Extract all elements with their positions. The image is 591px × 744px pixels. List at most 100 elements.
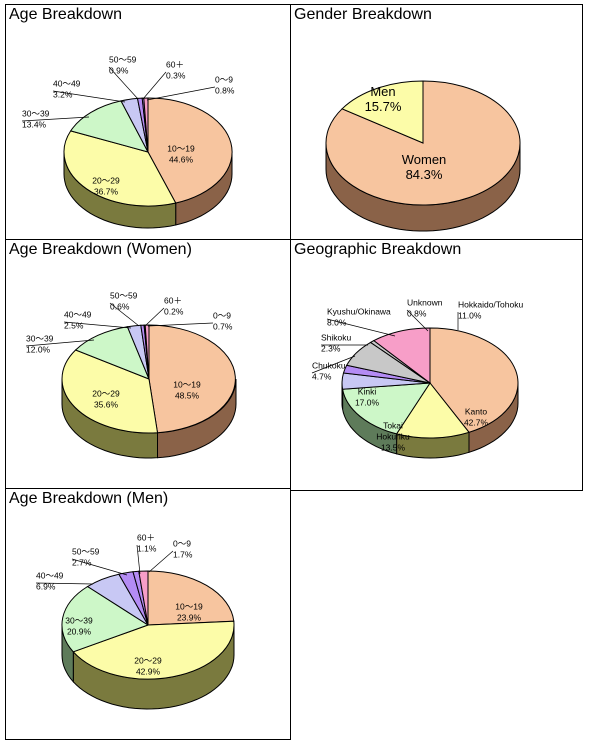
slice-name-label: 50～59 — [109, 55, 137, 65]
slice-name-label: Unknown — [407, 298, 443, 308]
slice-name-label: 10～19 — [167, 144, 195, 154]
slice-pct-label: 4.7% — [312, 372, 332, 382]
slice-pct-label: 20.9% — [67, 627, 92, 637]
pie-slice-kinki — [342, 382, 431, 435]
slice-name-label: 10～19 — [173, 380, 201, 390]
slice-pct-label: 1.1% — [137, 544, 157, 554]
slice-pct-label: 0.8% — [215, 86, 235, 96]
slice-name-label: 20～29 — [92, 389, 120, 399]
leader-line — [326, 318, 396, 337]
slice-pct-label: 84.3% — [406, 167, 443, 182]
slice-pct-label: 42.9% — [136, 667, 161, 677]
pie-label-40-49: 40～492.5% — [63, 310, 132, 331]
slice-pct-label: 17.0% — [355, 398, 380, 408]
pie-slice-10-19 — [147, 570, 235, 626]
slice-pct-label: 6.9% — [36, 582, 56, 592]
pie-slice-men — [341, 80, 424, 144]
slice-name-label: 50～59 — [110, 291, 138, 301]
pie-slice-10-19 — [147, 97, 233, 204]
slice-pct-label: 8.0% — [327, 318, 347, 328]
slice-pct-label: 11.0% — [458, 311, 482, 321]
slice-name-label: 10～19 — [175, 602, 203, 612]
slice-name-label: Kanto — [465, 407, 487, 417]
slice-pct-label: 42.7% — [464, 418, 489, 428]
leader-line — [406, 309, 429, 332]
slice-pct-label: 15.7% — [365, 99, 402, 114]
pie-slice-30-39 — [61, 585, 150, 653]
slice-pct-label: 0.2% — [164, 307, 184, 317]
pie-label-40-49: 40～496.9% — [35, 571, 94, 592]
slice-pct-label: 44.6% — [169, 155, 194, 165]
chart-title-age: Age Breakdown — [9, 6, 122, 23]
slice-name-label: 20～29 — [134, 656, 162, 666]
pie-labels: 10～1944.6%20～2936.7%30～3913.4%40～493.2%5… — [21, 55, 235, 197]
pie-chart-age-men: 10～1923.9%20～2942.9%30～3920.9%40～496.9%5… — [35, 533, 235, 710]
leader-line — [311, 355, 356, 374]
pie-label-60: 60＋1.1% — [136, 533, 157, 575]
slice-pct-label: 1.7% — [173, 550, 193, 560]
slice-name-label: 30～39 — [26, 334, 54, 344]
leader-line — [21, 116, 90, 122]
pie-slice-hokkaido-tohoku — [372, 327, 431, 385]
pie-label-50-59: 50～590.9% — [108, 55, 139, 100]
chart-panel-geographic: Geographic Breakdown Kanto 42.7% Tokai Hoku… — [290, 239, 583, 491]
chart-panel-gender: Gender Breakdown Women 84.3% Men 15.7% — [290, 4, 583, 240]
pie-slice-10-19 — [148, 324, 236, 434]
slice-pct-label: 13.5% — [381, 443, 406, 453]
pie-slice-0-9 — [138, 570, 149, 626]
slice-pct-label: 2.5% — [64, 321, 84, 331]
slice-pct-label: 0.3% — [166, 71, 186, 81]
pie-top-faces — [63, 97, 233, 207]
slice-name-label: 40～49 — [64, 310, 92, 320]
pie-slice-women — [325, 80, 521, 206]
slice-name-label: Kinki — [358, 387, 377, 397]
slice-pct-label: 23.9% — [177, 613, 202, 623]
leader-line — [146, 86, 216, 101]
chart-panel-age-women: Age Breakdown (Women) 10～19 48.5% 20～29 35.… — [5, 239, 291, 489]
slice-name-label: 0～9 — [173, 539, 191, 549]
slice-pct-label: 0.8% — [407, 309, 427, 319]
leader-line — [25, 339, 95, 347]
pie-slice-0-9 — [144, 324, 150, 380]
slice-pct-label: 0.9% — [109, 66, 129, 76]
slice-name-label: Hokkaido/Tohoku — [458, 300, 523, 310]
pie-top-faces — [61, 570, 235, 680]
pie-slice-30-39 — [69, 100, 149, 153]
pie-slice-20-29 — [61, 349, 159, 434]
pie-label-60: 60＋0.3% — [142, 60, 186, 100]
pie-top-faces — [325, 80, 521, 206]
pie-chart-age: 10～1944.6%20～2936.7%30～3913.4%40～493.2%5… — [21, 55, 235, 229]
leader-line — [108, 66, 139, 100]
pie-label-0-9: 0～91.7% — [148, 539, 193, 573]
slice-name-label: 60＋ — [164, 296, 182, 306]
slice-name-label: 60＋ — [166, 60, 184, 70]
slice-name-label: 30～39 — [65, 616, 93, 626]
pie-top-faces — [341, 327, 519, 439]
slice-pct-label: 2.7% — [72, 558, 92, 568]
pie-slice-20-29 — [72, 620, 235, 680]
slice-pct-label: 36.7% — [94, 187, 119, 197]
leader-line — [109, 302, 140, 327]
pie-side-walls — [341, 382, 519, 459]
slice-pct-label: 35.6% — [94, 400, 119, 410]
slice-name-label: Men — [370, 84, 395, 99]
slice-name-label: 20～29 — [92, 176, 120, 186]
pie-label-0-9: 0～90.7% — [147, 311, 233, 332]
slice-name-label: 0～9 — [213, 311, 231, 321]
slice-pct-label: 48.5% — [175, 391, 200, 401]
chart-title-age-men: Age Breakdown (Men) — [9, 490, 169, 507]
pie-label-40-49: 40～493.2% — [52, 79, 126, 103]
